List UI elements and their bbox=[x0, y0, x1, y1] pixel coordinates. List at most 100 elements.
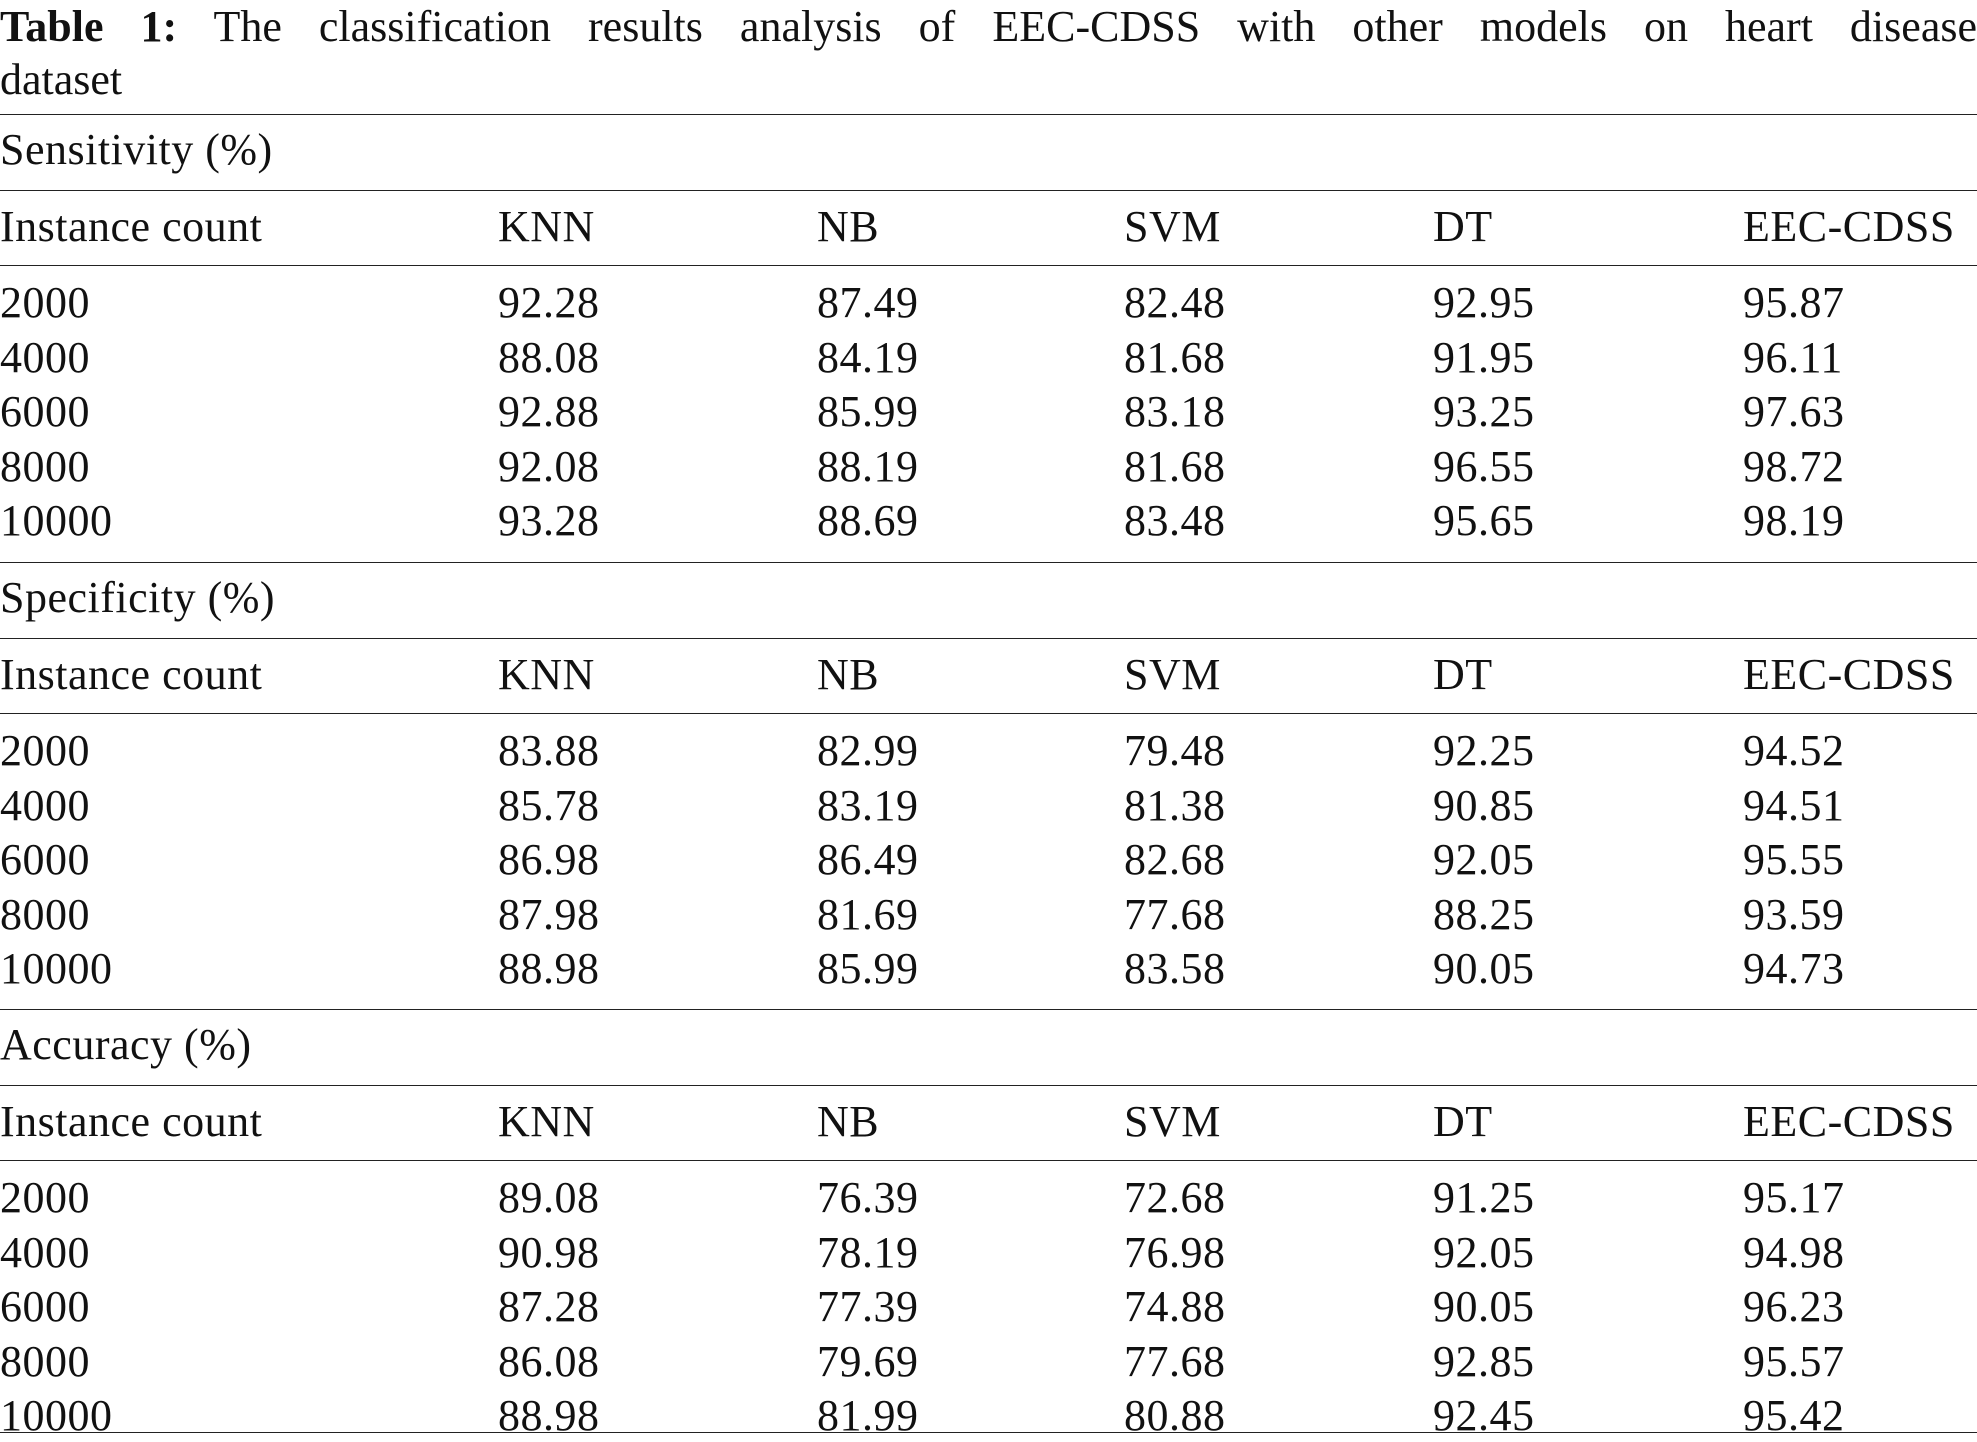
row-instance-count: 10000 bbox=[0, 944, 113, 993]
column-header: DT bbox=[1433, 202, 1493, 251]
column-header: DT bbox=[1433, 1097, 1493, 1146]
table-cell: 85.99 bbox=[817, 944, 919, 993]
table-cell: 81.68 bbox=[1124, 332, 1226, 382]
table-cell: 72.68 bbox=[1124, 1173, 1226, 1222]
table-bottom-rule bbox=[0, 1432, 1977, 1433]
table-caption: Table 1: The classification results anal… bbox=[0, 0, 1977, 106]
table-cell: 92.95 bbox=[1433, 278, 1535, 327]
column-header: EEC-CDSS bbox=[1743, 202, 1955, 251]
table-cell: 95.57 bbox=[1743, 1336, 1845, 1386]
table-cell: 85.78 bbox=[498, 780, 600, 830]
table-cell: 83.88 bbox=[498, 726, 600, 775]
table-cell: 79.69 bbox=[817, 1336, 919, 1386]
column-header: NB bbox=[817, 1097, 880, 1146]
table-cell: 86.49 bbox=[817, 835, 919, 884]
table-cell: 89.08 bbox=[498, 1173, 600, 1222]
table-cell: 83.58 bbox=[1124, 944, 1226, 993]
row-instance-count: 10000 bbox=[0, 1391, 113, 1440]
table-cell: 91.25 bbox=[1433, 1173, 1535, 1222]
column-header: NB bbox=[817, 650, 880, 699]
row-instance-count: 8000 bbox=[0, 889, 90, 939]
table-cell: 92.45 bbox=[1433, 1391, 1535, 1440]
table-cell: 93.25 bbox=[1433, 387, 1535, 436]
row-instance-count: 2000 bbox=[0, 726, 90, 775]
table-cell: 94.98 bbox=[1743, 1227, 1845, 1277]
header-top-rule bbox=[0, 1085, 1977, 1086]
column-header: SVM bbox=[1124, 650, 1221, 699]
table-cell: 87.49 bbox=[817, 278, 919, 327]
table-cell: 88.19 bbox=[817, 441, 919, 491]
table-cell: 83.48 bbox=[1124, 496, 1226, 545]
column-header: KNN bbox=[498, 1097, 595, 1146]
column-header: KNN bbox=[498, 202, 595, 251]
table-cell: 92.05 bbox=[1433, 835, 1535, 884]
section-title: Specificity (%) bbox=[0, 573, 276, 622]
table-cell: 88.69 bbox=[817, 496, 919, 545]
table-cell: 94.52 bbox=[1743, 726, 1845, 775]
column-header: SVM bbox=[1124, 202, 1221, 251]
table-cell: 92.28 bbox=[498, 278, 600, 327]
table-cell: 98.19 bbox=[1743, 496, 1845, 545]
table-cell: 82.48 bbox=[1124, 278, 1226, 327]
table-cell: 92.08 bbox=[498, 441, 600, 491]
table-cell: 92.25 bbox=[1433, 726, 1535, 775]
section-top-rule bbox=[0, 1009, 1977, 1010]
table-cell: 92.88 bbox=[498, 387, 600, 436]
table-cell: 84.19 bbox=[817, 332, 919, 382]
row-instance-count: 4000 bbox=[0, 780, 90, 830]
table-cell: 91.95 bbox=[1433, 332, 1535, 382]
table-cell: 83.18 bbox=[1124, 387, 1226, 436]
table-cell: 81.69 bbox=[817, 889, 919, 939]
table-cell: 98.72 bbox=[1743, 441, 1845, 491]
table-cell: 88.98 bbox=[498, 944, 600, 993]
header-bottom-rule bbox=[0, 1160, 1977, 1161]
table-cell: 80.88 bbox=[1124, 1391, 1226, 1440]
row-instance-count: 2000 bbox=[0, 1173, 90, 1222]
row-instance-count: 8000 bbox=[0, 441, 90, 491]
table-cell: 94.51 bbox=[1743, 780, 1845, 830]
table-cell: 88.98 bbox=[498, 1391, 600, 1440]
table-cell: 95.87 bbox=[1743, 278, 1845, 327]
table-cell: 96.23 bbox=[1743, 1282, 1845, 1331]
row-instance-count: 4000 bbox=[0, 1227, 90, 1277]
column-header: Instance count bbox=[0, 650, 263, 699]
row-instance-count: 6000 bbox=[0, 387, 90, 436]
table-cell: 85.99 bbox=[817, 387, 919, 436]
table-cell: 81.68 bbox=[1124, 441, 1226, 491]
table-cell: 90.05 bbox=[1433, 944, 1535, 993]
table-cell: 90.05 bbox=[1433, 1282, 1535, 1331]
table-cell: 95.65 bbox=[1433, 496, 1535, 545]
table-cell: 93.28 bbox=[498, 496, 600, 545]
table-cell: 77.39 bbox=[817, 1282, 919, 1331]
table-cell: 92.85 bbox=[1433, 1336, 1535, 1386]
table-cell: 86.08 bbox=[498, 1336, 600, 1386]
table-cell: 82.99 bbox=[817, 726, 919, 775]
caption-label: Table 1: bbox=[0, 2, 178, 51]
table-cell: 90.85 bbox=[1433, 780, 1535, 830]
header-bottom-rule bbox=[0, 265, 1977, 266]
table-cell: 95.55 bbox=[1743, 835, 1845, 884]
row-instance-count: 6000 bbox=[0, 835, 90, 884]
section-top-rule bbox=[0, 114, 1977, 115]
column-header: DT bbox=[1433, 650, 1493, 699]
table-cell: 96.55 bbox=[1433, 441, 1535, 491]
section-top-rule bbox=[0, 562, 1977, 563]
table-cell: 82.68 bbox=[1124, 835, 1226, 884]
table-cell: 95.42 bbox=[1743, 1391, 1845, 1440]
table-cell: 78.19 bbox=[817, 1227, 919, 1277]
row-instance-count: 2000 bbox=[0, 278, 90, 327]
table-cell: 88.08 bbox=[498, 332, 600, 382]
header-top-rule bbox=[0, 638, 1977, 639]
table-cell: 79.48 bbox=[1124, 726, 1226, 775]
table-cell: 81.99 bbox=[817, 1391, 919, 1440]
table-cell: 96.11 bbox=[1743, 332, 1843, 382]
column-header: Instance count bbox=[0, 1097, 263, 1146]
table-cell: 93.59 bbox=[1743, 889, 1845, 939]
table-cell: 95.17 bbox=[1743, 1173, 1845, 1222]
table-cell: 76.98 bbox=[1124, 1227, 1226, 1277]
section-title: Sensitivity (%) bbox=[0, 125, 273, 174]
table-cell: 83.19 bbox=[817, 780, 919, 830]
column-header: NB bbox=[817, 202, 880, 251]
row-instance-count: 6000 bbox=[0, 1282, 90, 1331]
